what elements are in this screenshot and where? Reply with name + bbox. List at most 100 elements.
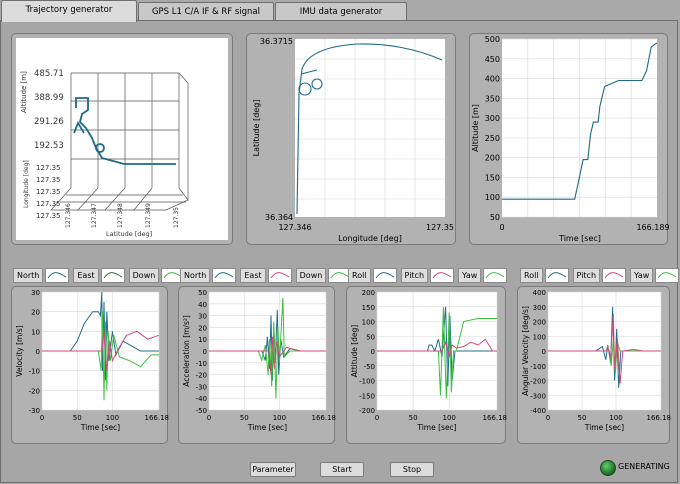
velocity-ylabel: Velocity [m/s] [15,325,24,376]
legend-label: Pitch [572,268,601,283]
angvel-ytick: 300 [533,304,546,312]
acceleration-panel: 50403020100-10-20-30-40-50050100166.189T… [178,286,340,444]
attitude-xlabel: Time [sec] [416,423,456,432]
traj3d-lon-tick: 127.35 [36,200,61,208]
angvel-xtick: 100 [609,414,622,422]
accel-xtick: 100 [273,414,286,422]
angvel-ytick: -200 [530,378,546,386]
attitude-panel: 200150100500-50-100-150-200050100166.189… [346,286,511,444]
legend-swatch[interactable] [161,268,186,283]
legend-label: Down [295,268,327,283]
velocity-ytick: -20 [29,387,40,395]
accel-east-line [209,336,326,375]
velocity-ytick: 0 [36,348,40,356]
latlon-svg: 36.3715 36.364 127.346 127.35 Longitude … [252,37,454,243]
legend-label: East [240,268,266,283]
velocity-xtick: 0 [40,414,44,422]
traj3d-lat-tick: 127.348 [117,203,124,228]
angvel-xtick: 166.189 [647,414,671,422]
legend-swatch[interactable] [267,268,292,283]
legend-swatch[interactable] [483,268,508,283]
legend-swatch[interactable] [212,268,237,283]
velocity-xtick: 50 [73,414,82,422]
legend-swatch[interactable] [328,268,353,283]
acceleration-svg: 50403020100-10-20-30-40-50050100166.189T… [182,289,340,432]
altitude-ytick: 50 [490,213,500,222]
start-button[interactable]: Start [320,462,364,477]
altitude-ytick: 400 [485,75,500,84]
status-label: GENERATING [618,462,670,471]
traj3d-lon-tick: 127.35 [36,212,61,220]
legend-label: Roll [520,268,543,283]
accel-ytick: -20 [196,372,207,380]
tab-imu-data-generator[interactable]: IMU data generator [275,2,407,20]
traj3d-alt-tick: 388.99 [34,93,64,103]
angvel-ytick: -300 [530,392,546,400]
latlon-panel: 36.3715 36.364 127.346 127.35 Longitude … [246,33,456,245]
legend-label: Roll [348,268,371,283]
altitude-ytick: 500 [485,35,500,44]
legend-angular-velocity: Roll Pitch Yaw [520,268,680,283]
altitude-ytick: 300 [485,114,500,123]
angvel-ytick: 400 [533,289,546,297]
attitude-ytick: 150 [362,304,375,312]
altitude-xlabel: Time [sec] [558,234,601,243]
tab-gps-signal-generator[interactable]: GPS L1 C/A IF & RF signal generator [138,2,274,35]
altitude-panel: 500 450 400 350 300 250 200 150 100 50 0 166.189 … [469,33,670,245]
attitude-ytick: 100 [362,319,375,327]
altitude-ytick: 350 [485,94,500,103]
latlon-plot-area[interactable] [295,39,445,217]
trajectory-3d-panel: Altitude [m] 485.71 388.99 291.26 192.53… [11,33,233,245]
traj3d-lat-tick: 127.349 [145,203,152,228]
generating-led-icon [600,460,616,476]
legend-swatch[interactable] [430,268,455,283]
accel-ytick: -30 [196,383,207,391]
legend-swatch[interactable] [544,268,569,283]
attitude-xtick: 100 [443,414,456,422]
trajectory-3d-svg: Altitude [m] 485.71 388.99 291.26 192.53… [20,69,189,238]
accel-ytick: 10 [198,336,207,344]
angvel-ytick: 0 [542,348,546,356]
legend-label: Yaw [630,268,654,283]
latlon-xmin: 127.346 [278,223,311,232]
legend-swatch[interactable] [602,268,627,283]
attitude-ytick: 200 [362,289,375,297]
attitude-xtick: 166.189 [483,414,507,422]
angvel-ytick: -400 [530,407,546,415]
traj3d-latitude-label: Latitude [deg] [106,230,152,238]
angular-velocity-panel: 400 300 200 100 0 -100 -200 -300 -400 0 50 100 166.1… [517,286,675,444]
angvel-xlabel: Time [sec] [584,423,624,432]
latlon-ylabel: Latitude [deg] [252,100,261,157]
attitude-ytick: -150 [359,392,375,400]
attitude-ytick: -200 [359,407,375,415]
attitude-ytick: -100 [359,378,375,386]
latlon-xlabel: Longitude [deg] [338,234,402,243]
legend-acceleration: North East Down [180,268,356,283]
parameter-button[interactable]: Parameter [250,462,296,477]
accel-xtick: 50 [240,414,249,422]
traj3d-altitude-label: Altitude [m] [20,71,28,113]
altitude-xtick: 166.189 [636,223,669,232]
tab-trajectory-generator[interactable]: Trajectory generator [1,0,137,22]
attitude-ytick: -50 [364,363,375,371]
angvel-pitch-line [548,314,661,384]
angvel-ylabel: Angular Velocity [deg/s] [521,306,530,396]
legend-swatch[interactable] [100,268,125,283]
legend-label: Down [128,268,160,283]
stop-button[interactable]: Stop [390,462,434,477]
latlon-ymax: 36.3715 [260,37,293,46]
velocity-ytick: -30 [29,407,40,415]
angvel-xtick: 50 [578,414,587,422]
legend-swatch[interactable] [372,268,397,283]
accel-ytick: 0 [203,348,207,356]
legend-swatch[interactable] [655,268,680,283]
traj3d-longitude-label: Longitude [deg] [23,160,30,208]
trajectory-3d-plot[interactable]: Altitude [m] 485.71 388.99 291.26 192.53… [16,38,228,240]
attitude-roll-line [377,306,497,387]
accel-xlabel: Time [sec] [247,423,287,432]
legend-swatch[interactable] [45,268,70,283]
velocity-ytick: -10 [29,368,40,376]
velocity-xtick: 100 [106,414,119,422]
